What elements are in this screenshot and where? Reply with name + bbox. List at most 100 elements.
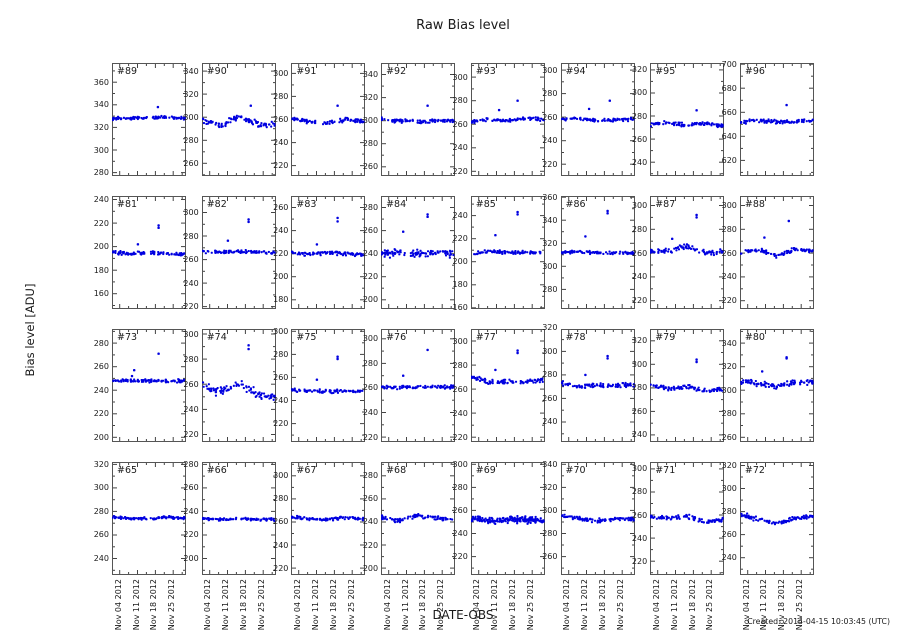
- y-tick-label: 340: [542, 459, 558, 469]
- y-tick-label: 260: [362, 494, 379, 504]
- y-tick-label: 240: [631, 430, 648, 440]
- scatter-points: [201, 344, 276, 401]
- y-tick-label: 280: [542, 284, 558, 294]
- y-tick-label: 160: [93, 289, 109, 299]
- y-tick-label: 260: [631, 406, 648, 416]
- y-tick-label: 260: [631, 510, 648, 520]
- panel-id-label: #84: [386, 199, 407, 210]
- scatter-points: [739, 356, 814, 390]
- scatter-points: [739, 103, 814, 125]
- x-tick-label: Nov 11 2012: [759, 579, 769, 631]
- x-tick-label: Nov 11 2012: [131, 579, 141, 631]
- y-tick-label: 260: [183, 158, 199, 168]
- x-tick-label: Nov 04 2012: [741, 579, 751, 631]
- y-tick-label: 280: [721, 409, 737, 419]
- subplot-88: [739, 196, 814, 309]
- panel-id-label: #92: [386, 66, 407, 77]
- y-tick-label: 280: [273, 349, 289, 359]
- scatter-points: [291, 216, 365, 258]
- y-tick-label: 240: [273, 138, 289, 148]
- y-tick-label: 220: [273, 563, 289, 573]
- y-tick-label: 660: [721, 107, 737, 117]
- y-tick-label: 280: [452, 482, 468, 492]
- y-tick-label: 160: [452, 303, 468, 313]
- y-tick-label: 220: [93, 218, 109, 228]
- y-tick-label: 280: [273, 494, 289, 504]
- y-tick-label: 240: [93, 385, 109, 395]
- y-tick-label: 200: [362, 295, 379, 305]
- y-tick-label: 240: [273, 226, 289, 236]
- y-tick-label: 300: [542, 65, 558, 75]
- panel-id-label: #86: [565, 199, 586, 210]
- y-tick-label: 260: [183, 379, 199, 389]
- scatter-points: [201, 218, 276, 255]
- y-tick-label: 180: [93, 265, 109, 275]
- panel-id-label: #74: [206, 332, 227, 343]
- y-tick-label: 260: [452, 384, 468, 394]
- y-tick-label: 280: [362, 139, 379, 149]
- y-tick-label: 280: [183, 231, 199, 241]
- panel-id-label: #68: [386, 465, 407, 476]
- scatter-points: [201, 516, 275, 522]
- y-tick-label: 300: [183, 329, 199, 339]
- panel-id-label: #79: [655, 332, 676, 343]
- panel-id-label: #87: [655, 199, 676, 210]
- y-tick-label: 180: [452, 280, 468, 290]
- subplot-72: [739, 462, 814, 575]
- y-tick-label: 360: [93, 77, 109, 87]
- y-tick-label: 320: [721, 362, 737, 372]
- subplot-83: [291, 196, 366, 309]
- x-tick-label: Nov 11 2012: [490, 579, 500, 631]
- y-tick-label: 260: [721, 248, 737, 258]
- x-tick-label: Nov 25 2012: [346, 579, 356, 631]
- y-tick-label: 280: [362, 203, 379, 213]
- panel-id-label: #82: [206, 199, 227, 210]
- x-tick-label: Nov 11 2012: [580, 579, 590, 631]
- panel-id-label: #93: [475, 66, 496, 77]
- y-tick-label: 240: [362, 249, 379, 259]
- x-tick-label: Nov 18 2012: [328, 579, 338, 631]
- subplot-66: [201, 462, 276, 575]
- y-tick-label: 300: [721, 201, 737, 211]
- x-tick-label: Nov 25 2012: [436, 579, 446, 631]
- y-tick-label: 200: [93, 242, 109, 252]
- subplot-89: [112, 63, 186, 176]
- y-tick-label: 300: [452, 459, 468, 469]
- y-axis-label: Bias level [ADU]: [23, 283, 37, 377]
- y-tick-label: 260: [273, 203, 289, 213]
- y-tick-label: 320: [362, 93, 379, 103]
- y-tick-label: 260: [721, 530, 737, 540]
- subplot-69: [470, 462, 545, 575]
- x-tick-label: Nov 18 2012: [239, 579, 249, 631]
- panel-id-label: #73: [117, 332, 138, 343]
- scatter-points: [291, 104, 366, 126]
- y-tick-label: 200: [452, 257, 468, 267]
- y-tick-label: 320: [631, 65, 648, 75]
- x-tick-label: Nov 04 2012: [651, 579, 661, 631]
- scatter-points: [112, 352, 185, 384]
- subplot-94: [560, 63, 635, 176]
- subplot-84: [381, 196, 456, 309]
- x-tick-label: Nov 04 2012: [293, 579, 303, 631]
- x-tick-label: Nov 18 2012: [508, 579, 518, 631]
- y-tick-label: 320: [542, 482, 558, 492]
- y-tick-label: 240: [273, 540, 289, 550]
- panel-id-label: #95: [655, 66, 676, 77]
- y-tick-label: 700: [721, 59, 737, 69]
- subplot-81: [112, 196, 186, 309]
- y-tick-label: 240: [452, 143, 468, 153]
- y-tick-label: 240: [542, 136, 558, 146]
- x-tick-label: Nov 04 2012: [203, 579, 213, 631]
- y-tick-label: 300: [721, 484, 737, 494]
- y-tick-label: 300: [93, 145, 109, 155]
- y-tick-label: 220: [183, 302, 199, 312]
- subplot-70: [560, 462, 635, 575]
- panel-id-label: #77: [475, 332, 496, 343]
- y-tick-label: 300: [273, 68, 289, 78]
- scatter-points: [112, 105, 186, 122]
- x-tick-label: Nov 04 2012: [382, 579, 392, 631]
- scatter-points: [472, 210, 542, 256]
- y-tick-label: 220: [452, 234, 468, 244]
- scatter-points: [381, 213, 455, 259]
- y-tick-label: 220: [362, 432, 379, 442]
